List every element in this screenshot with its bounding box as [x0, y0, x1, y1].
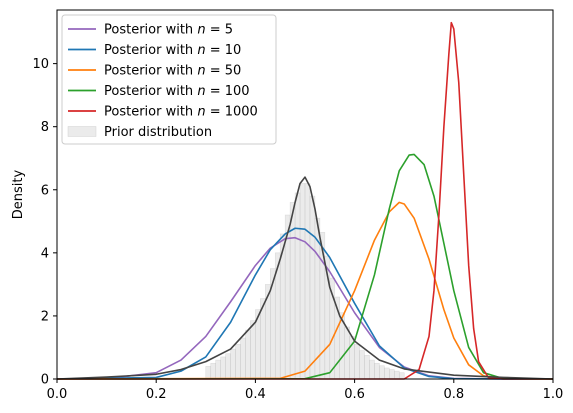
histogram-bar — [235, 344, 241, 380]
histogram-bar — [398, 372, 405, 380]
series-line-3 — [56, 201, 554, 380]
histogram-bar — [384, 367, 390, 380]
legend-label: Posterior with n = 10 — [104, 43, 241, 58]
histogram-bar — [245, 329, 251, 380]
histogram-bar — [215, 359, 221, 380]
x-tick-label: 0.8 — [443, 387, 464, 402]
plot-frame — [56, 9, 554, 380]
histogram-bar — [205, 366, 212, 380]
histogram-bar — [299, 183, 306, 380]
legend-label: Posterior with n = 50 — [104, 64, 241, 79]
histogram-bar — [240, 337, 246, 380]
histogram-bar — [319, 232, 326, 380]
histogram-bar — [369, 359, 375, 380]
histogram-bar — [364, 355, 370, 380]
histogram-bar — [379, 365, 385, 380]
y-tick-label: 10 — [32, 57, 49, 72]
y-tick-label: 8 — [41, 120, 49, 135]
y-tick-label: 2 — [41, 309, 49, 324]
histogram-bar — [220, 356, 226, 380]
histogram-bar — [374, 362, 380, 380]
histogram-bar — [394, 370, 400, 380]
series-lines — [56, 21, 554, 380]
histogram-bar — [359, 350, 365, 380]
series-line-5 — [57, 21, 553, 380]
histogram-bar — [230, 348, 236, 380]
y-tick-label: 6 — [41, 183, 49, 198]
x-tick-label: 0.2 — [146, 387, 167, 402]
legend-label-prior: Prior distribution — [104, 125, 212, 140]
legend: Posterior with n = 5 Posterior with n = 1… — [61, 14, 277, 145]
histogram-bar — [304, 183, 311, 380]
histogram-bar — [250, 320, 256, 380]
x-tick-label: 0.0 — [47, 387, 68, 402]
legend-label: Posterior with n = 5 — [104, 23, 233, 38]
series-line-4 — [56, 153, 554, 380]
legend-label: Posterior with n = 1000 — [104, 105, 258, 120]
histogram-bar — [309, 195, 316, 380]
histogram-bar — [354, 344, 360, 380]
x-tick-label: 1.0 — [543, 387, 564, 402]
histogram-bar — [294, 192, 301, 380]
histogram-bar — [210, 362, 216, 380]
series-line-6 — [56, 176, 554, 380]
series-line-2 — [56, 227, 553, 380]
y-tick-label: 0 — [41, 373, 49, 388]
x-tick-label: 0.6 — [344, 387, 365, 402]
legend-box — [61, 14, 277, 145]
x-axis-ticks: 0.0 0.2 0.4 0.6 0.8 1.0 — [47, 379, 564, 402]
histogram-bar — [389, 369, 395, 380]
y-axis-ticks: 0 2 4 6 8 10 — [32, 57, 57, 388]
y-tick-label: 4 — [41, 246, 49, 261]
legend-swatch-histogram — [67, 126, 97, 137]
legend-label: Posterior with n = 100 — [104, 84, 250, 99]
x-tick-label: 0.4 — [245, 387, 266, 402]
y-axis-label: Density — [11, 169, 26, 219]
histogram-bar — [225, 353, 231, 380]
